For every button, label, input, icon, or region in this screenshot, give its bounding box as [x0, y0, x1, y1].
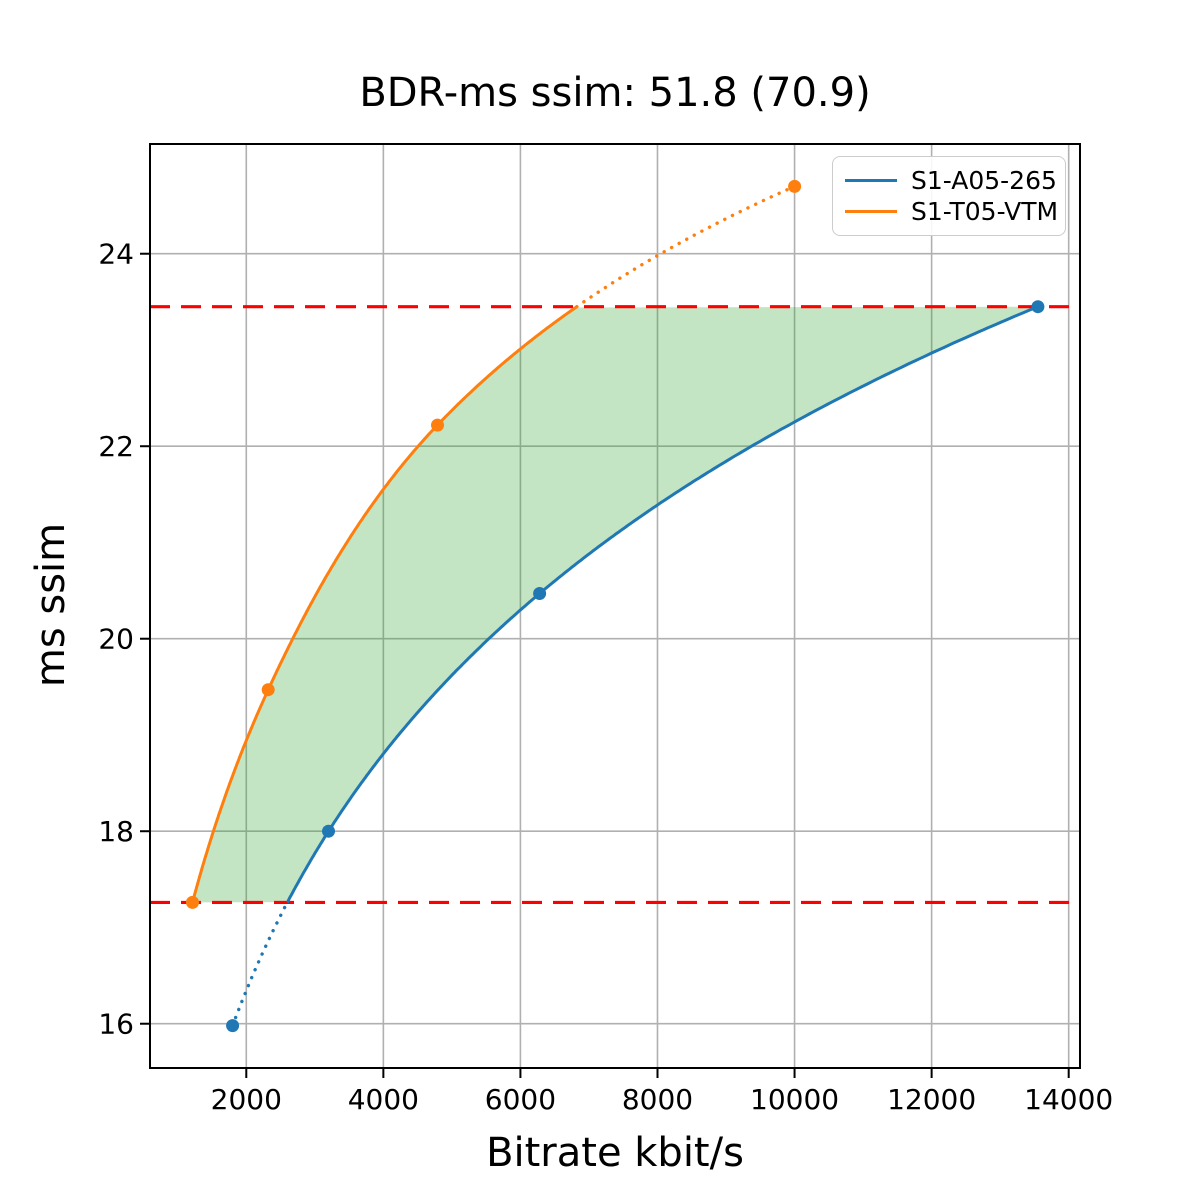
legend: S1-A05-265 S1-T05-VTM	[832, 156, 1066, 236]
rd-curve-S1-T05-VTM	[191, 305, 578, 903]
x-tick-label: 2000	[211, 1083, 282, 1116]
x-tick-label: 14000	[1024, 1083, 1113, 1116]
chart-title: BDR-ms ssim: 51.8 (70.9)	[359, 70, 871, 116]
data-point-marker	[1031, 300, 1045, 314]
data-point-marker	[186, 895, 199, 909]
x-tick-label: 8000	[622, 1083, 693, 1116]
x-tick-label: 10000	[750, 1083, 839, 1116]
legend-label: S1-A05-265	[911, 165, 1057, 195]
data-point-marker	[261, 683, 275, 697]
data-point-marker	[533, 587, 547, 600]
y-tick-label: 18	[98, 815, 134, 848]
legend-entry: S1-A05-265	[845, 166, 1057, 195]
y-axis-label: ms ssim	[28, 522, 74, 688]
plot-border	[149, 143, 1081, 1069]
data-point-marker	[226, 1019, 240, 1033]
legend-line-sample	[845, 210, 897, 214]
legend-line-sample	[845, 178, 897, 182]
data-point-marker	[788, 179, 802, 193]
y-tick-label: 20	[98, 623, 134, 656]
rd-curve-S1-A05-265-extrapolated	[230, 900, 289, 1028]
legend-label: S1-T05-VTM	[911, 197, 1059, 227]
y-tick-label: 16	[98, 1008, 134, 1041]
x-tick-label: 4000	[348, 1083, 419, 1116]
data-point-marker	[431, 418, 444, 432]
x-tick-label: 6000	[485, 1083, 556, 1116]
y-tick-label: 22	[98, 430, 134, 463]
y-tick-label: 24	[98, 238, 134, 271]
rd-curve-S1-T05-VTM-extrapolated	[575, 184, 797, 309]
legend-entry: S1-T05-VTM	[845, 197, 1058, 226]
data-point-marker	[322, 824, 335, 838]
x-axis-label: Bitrate kbit/s	[486, 1130, 744, 1176]
gridlines	[150, 144, 1080, 1068]
rd-curve-S1-A05-265	[286, 305, 1039, 904]
bd-shaded-region	[192, 306, 1038, 903]
x-tick-label: 12000	[887, 1083, 976, 1116]
